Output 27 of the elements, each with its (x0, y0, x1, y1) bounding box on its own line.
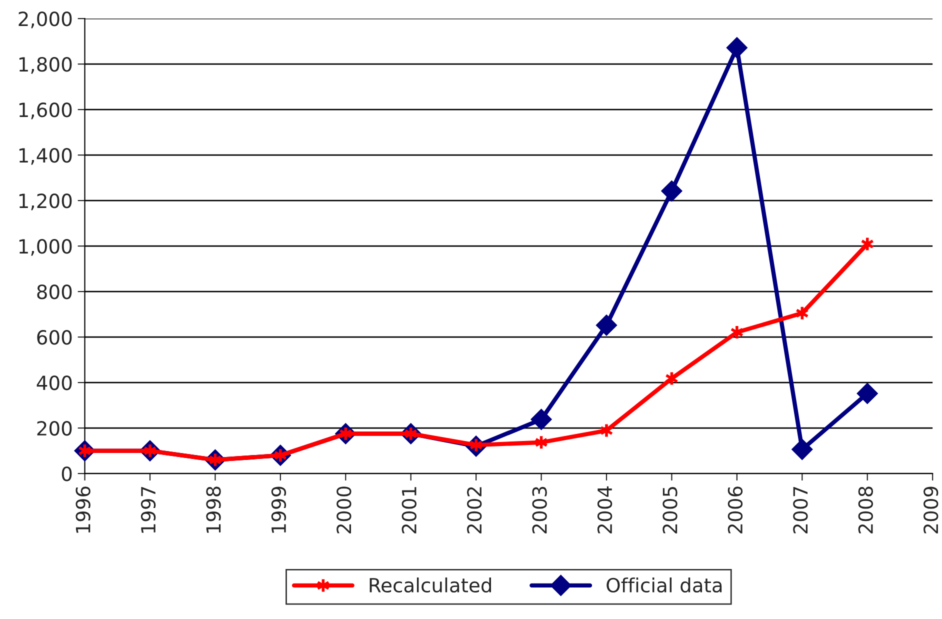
x-tick-label: 2004 (597, 486, 612, 534)
y-tick-label: 1,400 (19, 148, 72, 165)
y-tick-label: 800 (37, 284, 72, 300)
x-tick-label: 2009 (924, 486, 938, 534)
x-tick-label: 2007 (793, 487, 808, 534)
y-tick-label: 2,000 (18, 12, 72, 28)
x-tick-label: 2001 (402, 487, 416, 534)
legend-label: Recalculated (370, 577, 492, 593)
y-tick-label: 200 (37, 420, 72, 436)
x-tick-label: 1999 (271, 486, 286, 533)
y-tick-label: 1,800 (19, 57, 72, 74)
y-tick-label: 1,600 (19, 102, 72, 120)
x-tick-label: 2008 (858, 486, 874, 534)
x-tick-label: 1997 (140, 487, 156, 533)
y-tick-label: 1,000 (19, 239, 72, 256)
legend-label: Official data (606, 577, 722, 593)
x-tick-label: 2000 (336, 486, 352, 534)
x-tick-label: 2002 (467, 487, 482, 534)
x-tick-label: 2005 (662, 487, 678, 534)
y-tick-label: 0 (62, 466, 72, 482)
x-tick-label: 2003 (532, 486, 547, 534)
y-tick-label: 600 (37, 330, 72, 345)
y-tick-label: 1,200 (19, 194, 72, 210)
x-tick-label: 1996 (76, 486, 90, 533)
x-tick-label: 2006 (728, 486, 743, 534)
x-tick-label: 1998 (206, 486, 221, 533)
y-tick-label: 400 (36, 376, 72, 390)
